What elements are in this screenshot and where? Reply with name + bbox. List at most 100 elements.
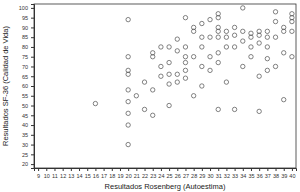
point — [241, 6, 245, 10]
x-tick: 25 — [167, 168, 173, 179]
x-tick-mark — [38, 168, 39, 171]
point — [249, 35, 253, 39]
y-tick: 75 — [22, 54, 34, 60]
x-tick-mark — [71, 168, 72, 171]
point — [273, 19, 277, 23]
y-axis-title: Resultados SF-36 (Calidad de Vida) — [1, 26, 10, 146]
y-tick: 95 — [22, 15, 34, 21]
x-tick: 35 — [248, 168, 254, 179]
x-tick: 17 — [101, 168, 107, 179]
point — [126, 88, 130, 92]
x-tick-label: 33 — [232, 173, 238, 179]
point — [175, 37, 179, 41]
x-tick-mark — [46, 168, 47, 171]
point — [167, 72, 171, 76]
point — [232, 33, 236, 37]
point — [282, 97, 286, 101]
y-tick-label: 60 — [22, 83, 28, 89]
point — [175, 72, 179, 76]
x-tick-label: 26 — [175, 173, 181, 179]
x-tick: 10 — [44, 168, 50, 179]
y-tick-label: 40 — [22, 122, 28, 128]
point — [290, 19, 294, 23]
point — [216, 35, 220, 39]
plot: 9101112131415161718192021222324252627282… — [19, 4, 297, 179]
point — [167, 60, 171, 64]
x-tick-mark — [185, 168, 186, 171]
point — [142, 80, 146, 84]
point — [265, 35, 269, 39]
point — [126, 55, 130, 59]
x-tick-mark — [210, 168, 211, 171]
x-tick-label: 31 — [216, 173, 222, 179]
y-axis-line — [31, 5, 35, 169]
x-tick-mark — [251, 168, 252, 171]
point — [232, 45, 236, 49]
chart: 9101112131415161718192021222324252627282… — [0, 0, 300, 192]
point — [273, 64, 277, 68]
x-tick: 18 — [109, 168, 115, 179]
point — [175, 80, 179, 84]
point — [183, 45, 187, 49]
x-tick: 27 — [183, 168, 189, 179]
point — [265, 45, 269, 49]
point — [265, 29, 269, 33]
y-tick: 35 — [22, 132, 34, 138]
point — [257, 109, 261, 113]
x-tick-label: 28 — [191, 173, 197, 179]
x-axis-title: Resultados Rosenberg (Autoestima) — [105, 182, 226, 191]
point — [134, 94, 138, 98]
y-tick-mark — [31, 86, 34, 87]
y-tick: 45 — [22, 113, 34, 119]
x-tick-mark — [226, 168, 227, 171]
point — [241, 39, 245, 43]
point — [241, 29, 245, 33]
point — [126, 123, 130, 127]
point — [290, 55, 294, 59]
y-tick-mark — [31, 66, 34, 67]
x-tick-label: 14 — [76, 173, 82, 179]
x-tick-mark — [153, 168, 154, 171]
x-tick: 13 — [68, 168, 74, 179]
point — [232, 25, 236, 29]
x-tick-label: 38 — [273, 173, 279, 179]
point — [159, 64, 163, 68]
x-tick-label: 35 — [248, 173, 254, 179]
x-tick-mark — [177, 168, 178, 171]
x-tick-label: 22 — [142, 173, 148, 179]
x-tick-mark — [235, 168, 236, 171]
point — [175, 49, 179, 53]
y-tick: 100 — [19, 5, 34, 11]
point — [265, 68, 269, 72]
x-tick-mark — [112, 168, 113, 171]
x-axis: 9101112131415161718192021222324252627282… — [35, 168, 297, 179]
y-tick: 70 — [22, 64, 34, 70]
point — [249, 45, 253, 49]
x-tick-mark — [87, 168, 88, 171]
x-axis-line — [35, 169, 297, 172]
x-tick: 40 — [289, 168, 295, 179]
y-tick-label: 50 — [22, 103, 28, 109]
point — [183, 76, 187, 80]
x-tick-mark — [161, 168, 162, 171]
x-tick-label: 12 — [60, 173, 66, 179]
point — [93, 101, 97, 105]
x-tick-mark — [128, 168, 129, 171]
x-tick-mark — [267, 168, 268, 171]
x-tick-mark — [63, 168, 64, 171]
point — [126, 111, 130, 115]
point — [216, 60, 220, 64]
point — [151, 88, 155, 92]
point — [200, 45, 204, 49]
x-tick-mark — [79, 168, 80, 171]
x-tick-label: 18 — [109, 173, 115, 179]
y-tick-mark — [31, 145, 34, 146]
x-tick-label: 10 — [44, 173, 50, 179]
y-tick-mark — [31, 37, 34, 38]
y-tick-label: 70 — [22, 64, 28, 70]
x-tick-mark — [136, 168, 137, 171]
point — [151, 113, 155, 117]
point — [191, 55, 195, 59]
point — [249, 55, 253, 59]
x-tick: 33 — [232, 168, 238, 179]
